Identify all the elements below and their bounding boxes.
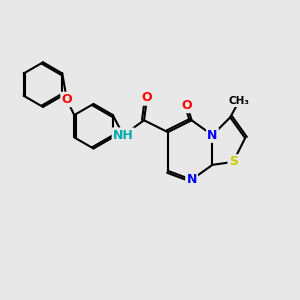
Text: N: N <box>207 129 218 142</box>
Text: O: O <box>182 99 193 112</box>
Text: N: N <box>186 173 197 186</box>
Text: O: O <box>61 93 72 106</box>
Text: S: S <box>229 155 238 168</box>
Text: O: O <box>142 92 152 104</box>
Text: NH: NH <box>113 129 134 142</box>
Text: CH₃: CH₃ <box>229 96 250 106</box>
